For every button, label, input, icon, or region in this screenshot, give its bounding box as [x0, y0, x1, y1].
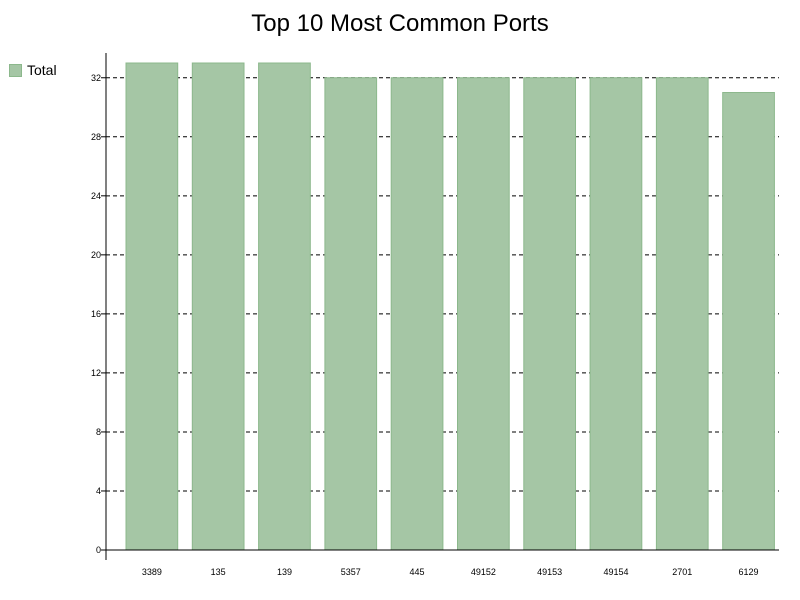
bar: [324, 77, 378, 551]
x-tick-label: 49153: [537, 567, 562, 577]
x-tick-label: 3389: [142, 567, 162, 577]
x-tick-label: 139: [277, 567, 292, 577]
x-tick-label: 6129: [739, 567, 759, 577]
bar: [523, 77, 577, 551]
legend-swatch: [9, 63, 22, 77]
y-tick-label: 20: [91, 250, 101, 260]
x-tick-label: 135: [211, 567, 226, 577]
x-tick-label: 2701: [672, 567, 692, 577]
x-tick-label: 445: [410, 567, 425, 577]
y-tick-label: 0: [96, 545, 101, 555]
bar: [589, 77, 643, 551]
x-tick-label: 49154: [603, 567, 628, 577]
y-tick-label: 16: [91, 309, 101, 319]
chart-title: Top 10 Most Common Ports: [251, 10, 549, 37]
bar: [125, 62, 179, 551]
y-tick-label: 8: [96, 427, 101, 437]
bar: [655, 77, 709, 551]
bar: [722, 92, 775, 551]
y-tick-label: 24: [91, 191, 101, 201]
bar: [258, 62, 311, 551]
bar: [191, 62, 245, 551]
legend-label: Total: [27, 62, 57, 78]
x-tick-label: 49152: [471, 567, 496, 577]
y-tick-label: 32: [91, 73, 101, 83]
y-tick-label: 4: [96, 486, 101, 496]
bar: [457, 77, 510, 551]
bar: [390, 77, 444, 551]
x-tick-label: 5357: [341, 567, 361, 577]
legend: Total: [9, 62, 57, 78]
y-tick-label: 12: [91, 368, 101, 378]
y-tick-label: 28: [91, 132, 101, 142]
